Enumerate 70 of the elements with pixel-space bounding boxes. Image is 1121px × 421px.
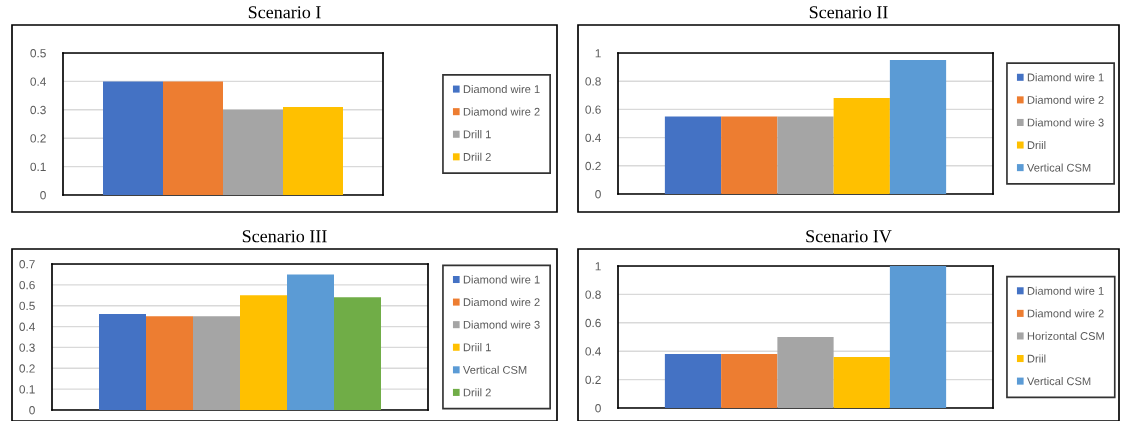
bar — [287, 274, 334, 410]
bar — [223, 109, 283, 195]
y-tick-label: 1 — [595, 49, 601, 58]
bar — [163, 81, 223, 195]
legend-label: Diamond wire 1 — [463, 84, 540, 94]
y-tick-label: 0.5 — [19, 301, 35, 311]
chart-title: Scenario III — [242, 230, 327, 243]
y-tick-label: 0.7 — [19, 260, 35, 269]
y-tick-label: 0.4 — [30, 77, 46, 86]
bar — [283, 106, 343, 195]
y-tick-label: 0.4 — [585, 133, 601, 142]
y-tick-label: 0.1 — [30, 162, 46, 171]
y-tick-label: 0.3 — [19, 343, 35, 352]
y-tick-label: 0 — [40, 191, 46, 200]
legend-label: Diamond wire 1 — [1027, 286, 1104, 295]
bar — [240, 295, 287, 410]
bar — [721, 354, 778, 408]
bar — [193, 316, 240, 410]
legend-label: Driil 2 — [463, 388, 491, 397]
bar — [721, 116, 778, 194]
chart-title: Scenario I — [248, 6, 321, 19]
legend-label: Diamond wire 2 — [463, 297, 540, 307]
bar — [833, 98, 890, 194]
bar — [664, 116, 722, 194]
bar — [889, 266, 947, 408]
legend-label: Vertical CSM — [1027, 163, 1091, 172]
legend-label: Driil — [1027, 140, 1046, 149]
legend-label: Vertical CSM — [463, 365, 527, 374]
y-tick-label: 0 — [29, 406, 35, 415]
y-tick-label: 0 — [595, 190, 601, 199]
bar — [777, 116, 834, 194]
y-tick-label: 0.4 — [19, 322, 35, 331]
y-tick-label: 0.6 — [585, 105, 601, 114]
bar — [99, 314, 146, 410]
legend-label: Diamond wire 2 — [1027, 95, 1104, 104]
bar — [334, 297, 381, 410]
y-tick-label: 0.5 — [30, 49, 46, 58]
bar — [103, 81, 163, 195]
legend-label: Diamond wire 1 — [463, 275, 540, 284]
legend-label: Diamond wire 1 — [1027, 73, 1104, 82]
legend-label: Diamond wire 2 — [1027, 309, 1104, 318]
bar — [777, 337, 834, 408]
y-tick-label: 0.2 — [30, 134, 46, 143]
legend-label: Driil 2 — [463, 152, 491, 161]
y-tick-label: 1 — [595, 262, 601, 271]
y-tick-label: 0.1 — [19, 385, 35, 394]
legend-label: Horizontal CSM — [1027, 331, 1104, 340]
legend-label: Diamond wire 3 — [463, 320, 540, 329]
bar — [664, 354, 722, 408]
legend-label: Diamond wire 3 — [1027, 118, 1104, 127]
bar — [146, 316, 193, 410]
chart-title: Scenario II — [809, 6, 888, 19]
legend-label: Driil — [1027, 354, 1046, 363]
y-tick-label: 0.6 — [19, 280, 35, 290]
y-tick-label: 0.4 — [585, 347, 601, 356]
bar — [889, 60, 947, 194]
y-tick-label: 0.2 — [585, 375, 601, 384]
legend-label: Driil 1 — [463, 343, 491, 352]
bar — [833, 356, 890, 408]
chart-title: Scenario IV — [806, 230, 892, 243]
y-tick-label: 0.3 — [30, 105, 46, 115]
legend-label: Vertical CSM — [1027, 376, 1091, 386]
y-tick-label: 0.6 — [585, 318, 601, 328]
y-tick-label: 0.8 — [585, 290, 601, 299]
y-tick-label: 0.2 — [19, 364, 35, 373]
legend-label: Drill 1 — [463, 130, 491, 139]
y-tick-label: 0.2 — [585, 161, 601, 171]
y-tick-label: 0 — [595, 404, 601, 413]
y-tick-label: 0.8 — [585, 77, 601, 86]
legend-label: Diamond wire 2 — [463, 107, 540, 116]
